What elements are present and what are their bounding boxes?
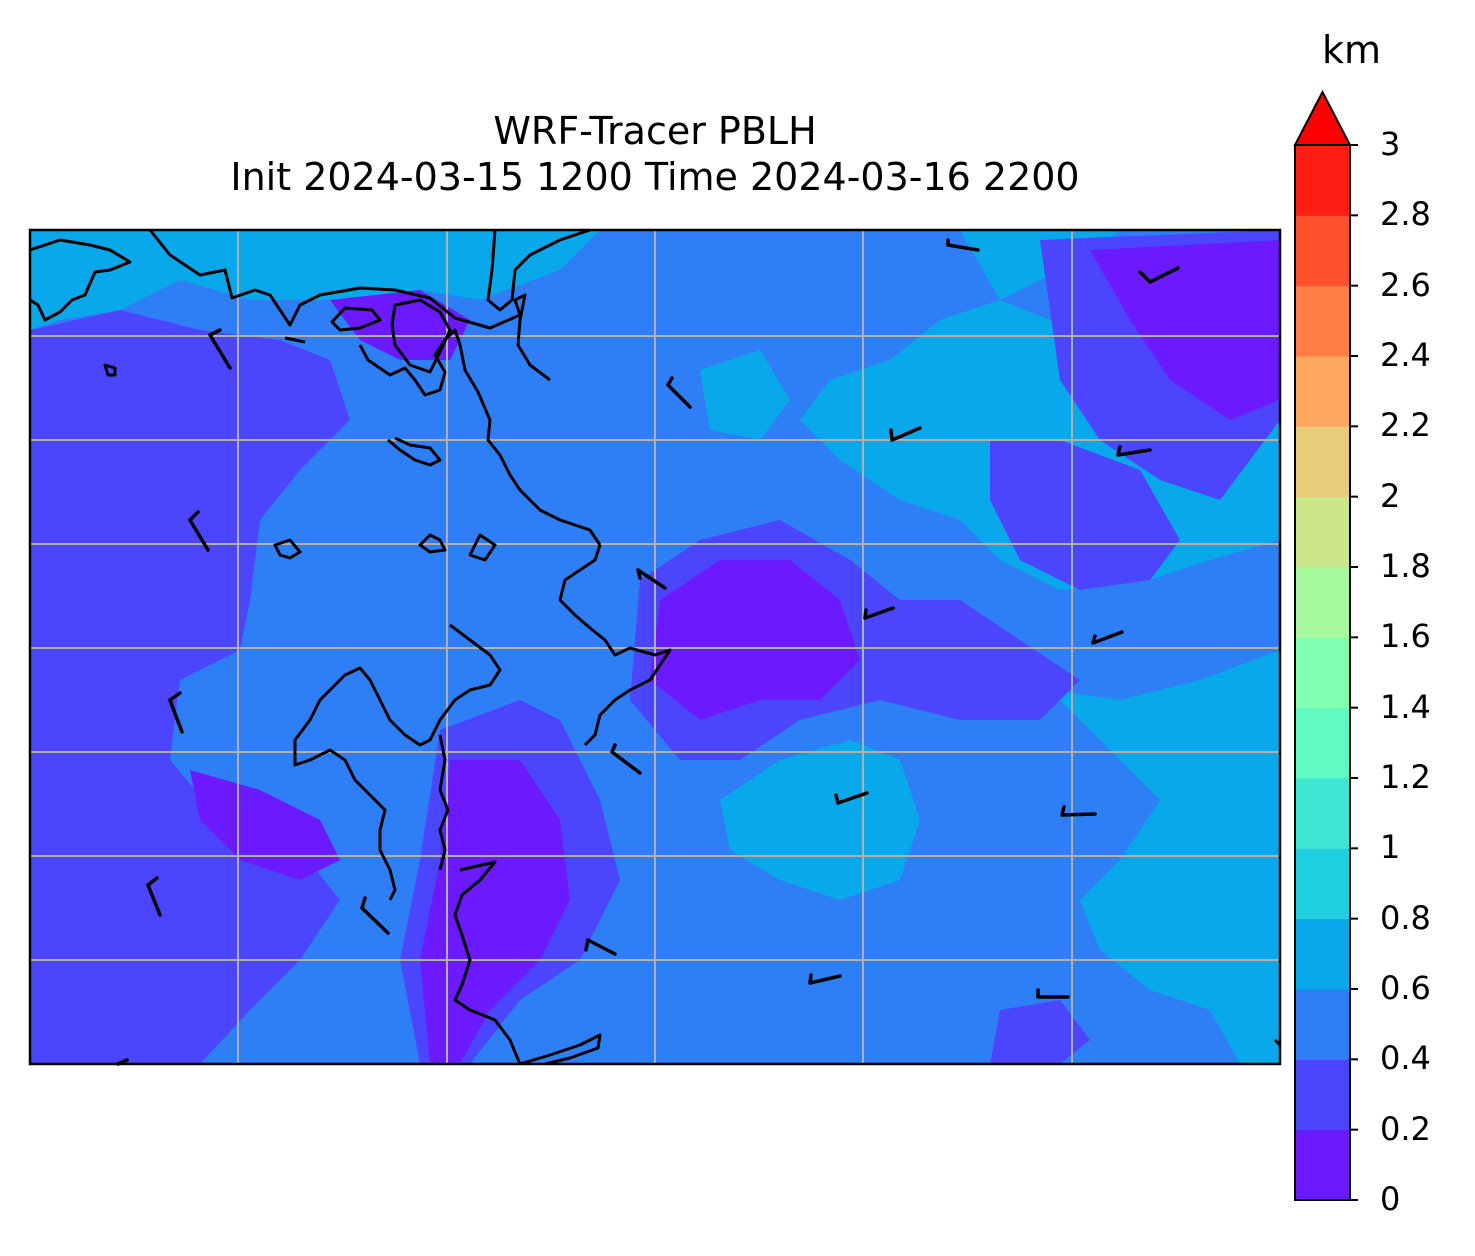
wind-barb — [834, 791, 869, 805]
colorbar-band — [1295, 567, 1350, 638]
colorbar-ticks — [1350, 144, 1358, 1201]
colorbar-band — [1295, 285, 1350, 357]
colorbar-tick-label: 0 — [1380, 1180, 1401, 1218]
wind-barb — [208, 328, 232, 370]
colorbar-tick-label: 2.2 — [1380, 406, 1431, 445]
map-title: WRF-Tracer PBLH Init 2024-03-15 1200 Tim… — [30, 108, 1280, 200]
coastline-north-channel — [486, 230, 591, 312]
wind-barb — [1138, 266, 1180, 285]
colorbar-tick-label: 2.6 — [1380, 265, 1431, 304]
wind-barb — [584, 938, 617, 956]
colorbar-tick-label: 0.4 — [1380, 1039, 1431, 1078]
field-zone-low-west — [30, 310, 350, 1064]
colorbar-tick-label: 1.6 — [1380, 617, 1431, 656]
colorbar-tick-label: 1.2 — [1380, 758, 1431, 796]
wind-barb — [636, 568, 667, 590]
colorbar-tick-label: 0.8 — [1380, 898, 1431, 937]
coastlines — [30, 230, 1280, 1064]
colorbar-band — [1295, 848, 1350, 920]
colorbar-band — [1295, 426, 1350, 498]
colorbar-unit-label: km — [1322, 28, 1382, 72]
colorbar-band — [1295, 496, 1350, 568]
colorbar — [1293, 89, 1358, 1201]
colorbar-band — [1295, 778, 1350, 849]
colorbar-tick-label: 0.6 — [1380, 969, 1431, 1007]
colorbar-band — [1295, 215, 1350, 287]
title-line-1: WRF-Tracer PBLH — [493, 109, 817, 153]
field-zone-lowest-south — [420, 760, 570, 1064]
wind-barb — [1060, 805, 1097, 817]
colorbar-band — [1295, 637, 1350, 709]
colorbar-tick-label: 1 — [1380, 828, 1401, 867]
colorbar-tick-label: 1.4 — [1380, 687, 1431, 726]
coastline-inner-arm — [390, 298, 452, 374]
colorbar-band — [1295, 1129, 1350, 1201]
coastline-northwest — [30, 238, 132, 322]
field-zone-high-mid — [700, 350, 790, 440]
coastline-south-shore — [453, 860, 522, 1064]
coastline-north-inlet — [148, 230, 551, 382]
title-line-2: Init 2024-03-15 1200 Time 2024-03-16 220… — [230, 155, 1080, 199]
coastline-islands-mid — [273, 533, 497, 562]
colorbar-frame — [1294, 144, 1351, 1201]
wind-barb — [946, 238, 980, 252]
colorbar-band — [1295, 707, 1350, 779]
coastline-island-north — [330, 306, 382, 332]
wind-barbs — [116, 238, 1180, 1066]
coastline-peninsula — [293, 623, 502, 901]
colorbar-extend-arrow — [1293, 89, 1352, 146]
wind-barb — [168, 691, 184, 734]
colorbar-band — [1295, 1059, 1350, 1131]
colorbar-tick-label: 0.2 — [1380, 1109, 1431, 1148]
wind-barb — [146, 876, 162, 917]
wind-barb — [1036, 988, 1070, 999]
colorbar-band — [1295, 145, 1350, 216]
field-zone-lowest-center — [650, 560, 860, 720]
wind-barb — [188, 510, 210, 552]
field-zone-low-east-center — [990, 440, 1180, 590]
field-zone-high-south — [720, 740, 920, 900]
field-zone-lowest-southwest — [190, 770, 340, 880]
coastline-small-island-west — [103, 363, 117, 377]
colorbar-band — [1295, 356, 1350, 427]
wind-barb — [1116, 445, 1152, 457]
coastline-central-east — [558, 544, 672, 747]
colorbar-tick-label: 2 — [1380, 476, 1401, 515]
wind-barb — [889, 426, 922, 442]
wind-barb — [808, 973, 842, 985]
wind-barb — [666, 376, 692, 409]
colorbar-tick-label: 1.8 — [1380, 547, 1431, 585]
field-zone-high-east — [800, 230, 1280, 590]
colorbar-tick-label: 2.8 — [1380, 195, 1431, 234]
coastline-bay — [284, 328, 602, 546]
coastline-west-shore — [438, 734, 450, 871]
wind-barb — [863, 606, 895, 620]
gridlines — [30, 230, 1280, 1064]
coastline-central-inlet — [387, 436, 442, 467]
colorbar-bands — [1295, 145, 1350, 1201]
map-frame — [28, 228, 1282, 1066]
wind-barb — [360, 896, 390, 935]
colorbar-tick-label: 2.4 — [1380, 336, 1431, 374]
field-zone-lowest-northeast — [1090, 240, 1280, 420]
colorbar-tick-label: 3 — [1380, 125, 1401, 163]
field-zone-low-south-east — [990, 1000, 1090, 1064]
wind-barb — [1091, 630, 1124, 645]
colorbar-band — [1295, 989, 1350, 1060]
wind-barb — [610, 743, 642, 775]
coastline-south-channel — [519, 1033, 602, 1064]
colorbar-band — [1295, 918, 1350, 990]
